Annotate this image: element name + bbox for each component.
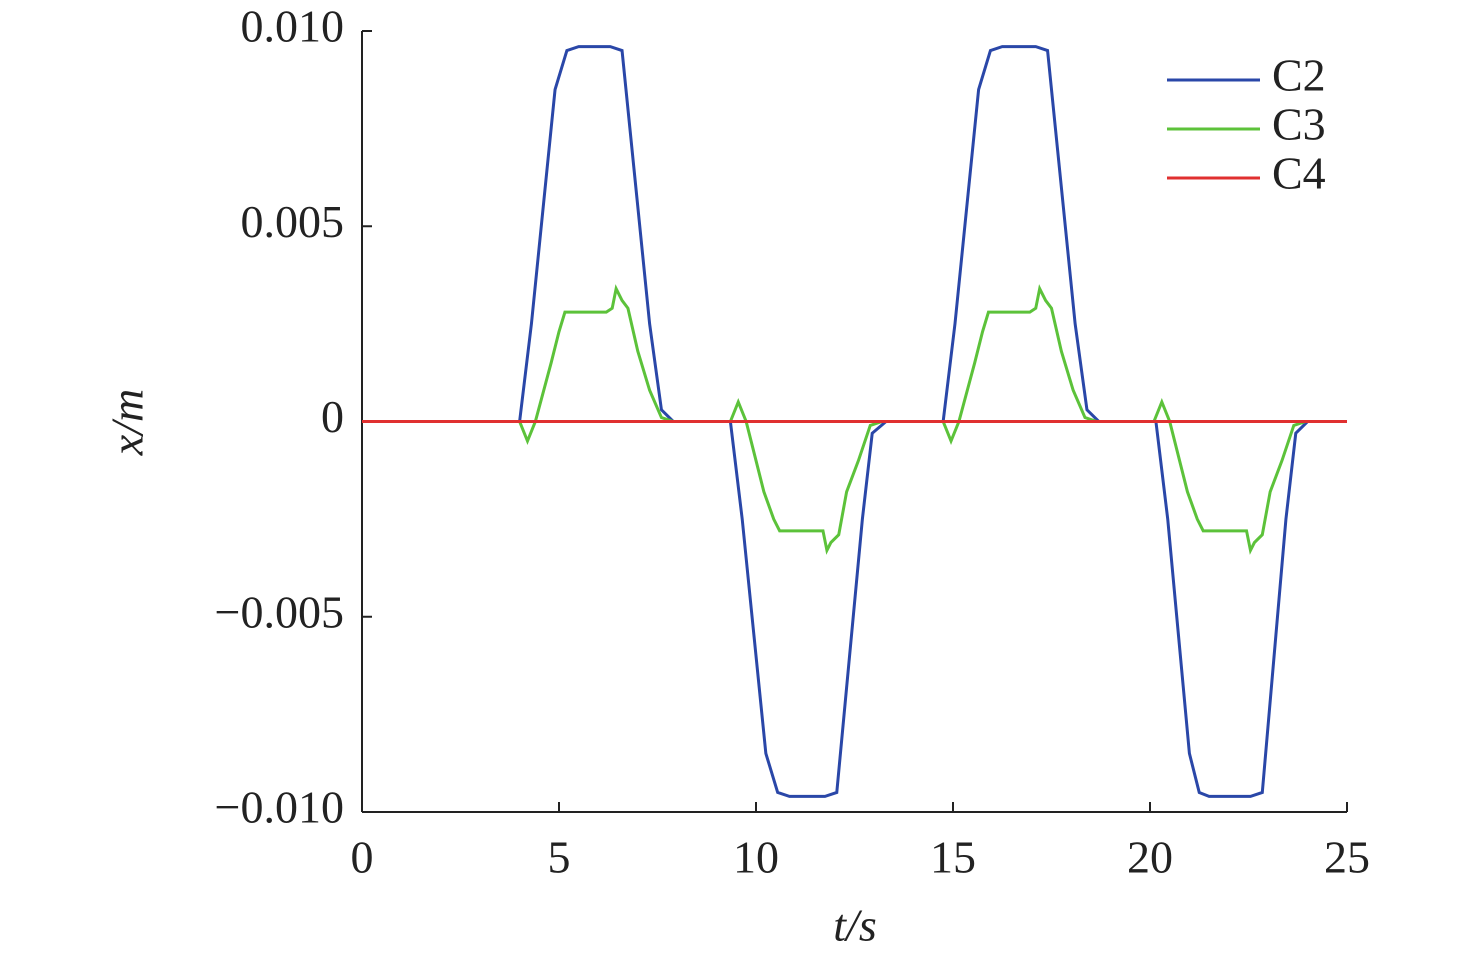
x-tick-label: 10 xyxy=(733,832,779,883)
y-tick-label: 0.005 xyxy=(241,196,345,247)
x-tick-label: 5 xyxy=(548,832,571,883)
y-tick-label: 0 xyxy=(321,391,344,442)
legend-label: C2 xyxy=(1272,50,1326,101)
series-line xyxy=(362,284,1347,555)
y-tick-label: −0.010 xyxy=(215,782,344,833)
y-tick-label: −0.005 xyxy=(215,586,344,637)
x-tick-label: 0 xyxy=(351,832,374,883)
x-tick-label: 15 xyxy=(930,832,976,883)
x-axis-label: t/s xyxy=(833,900,876,951)
x-tick-label: 20 xyxy=(1127,832,1173,883)
legend-label: C4 xyxy=(1272,148,1326,199)
y-tick-label: 0.010 xyxy=(241,1,345,52)
legend-label: C3 xyxy=(1272,99,1326,150)
x-tick-label: 25 xyxy=(1324,832,1370,883)
y-axis-label: x/m xyxy=(102,389,153,456)
